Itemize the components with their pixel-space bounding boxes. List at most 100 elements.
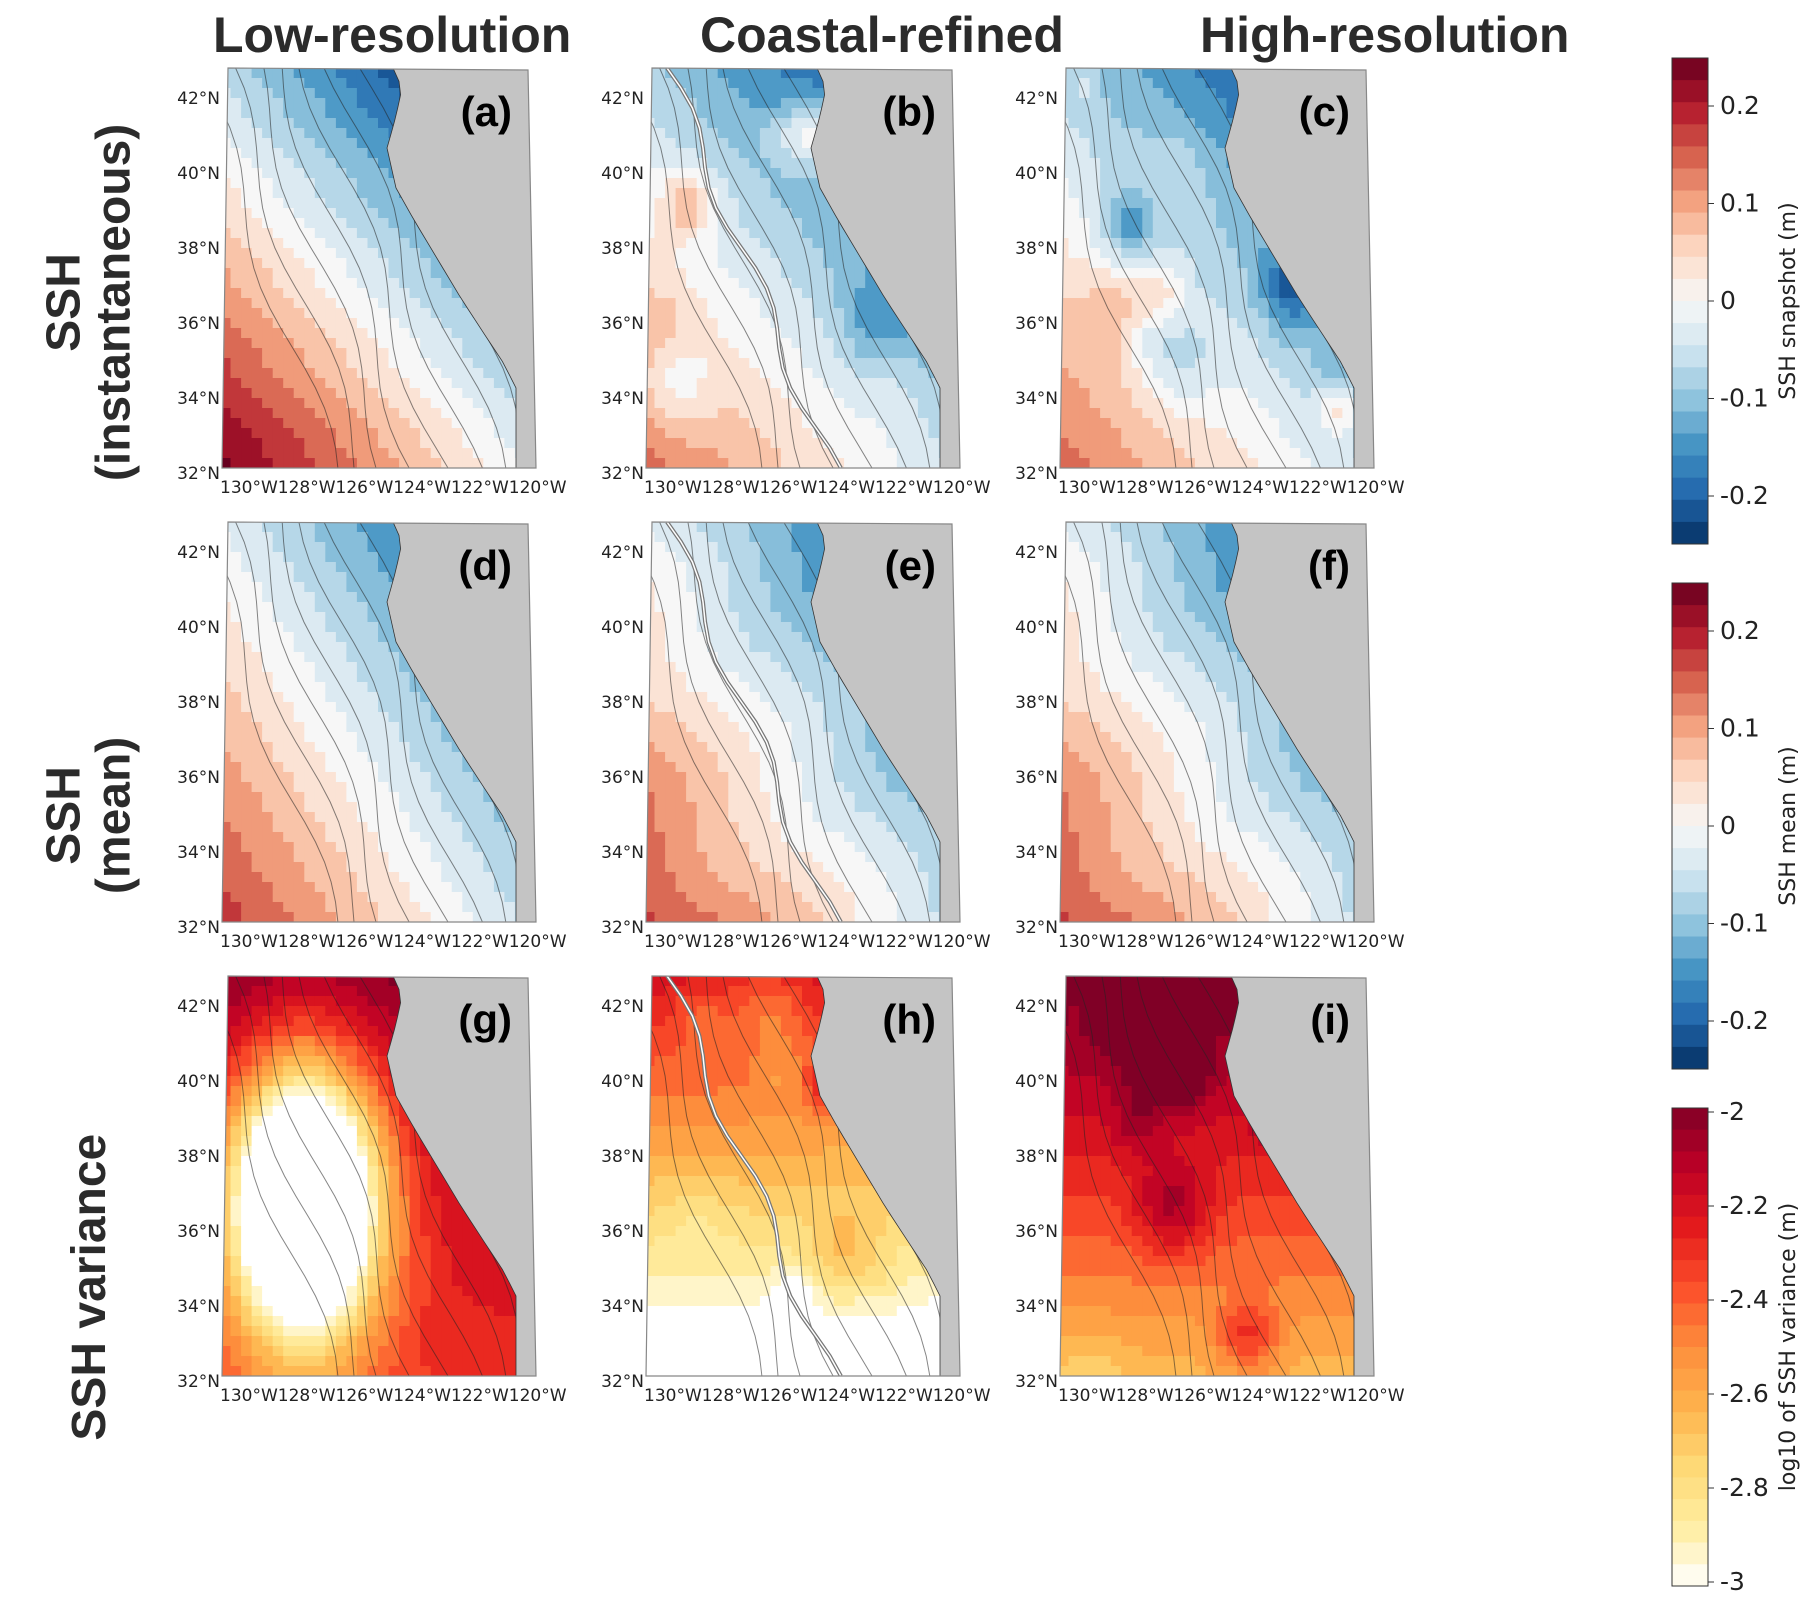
colorbar-tick-label: -0.2 (1720, 1006, 1769, 1035)
colorbar-2: -2 -2.2 -2.4 -2.6 -2.8 -3 log10 of SSH varianc… (1671, 1097, 1801, 1596)
colorbar-band (1672, 1477, 1708, 1500)
map-panel-a: (a) 42°N 40°N 38°N 36°N 34°N 32°N130°W128°W126… (177, 67, 567, 498)
lat-tick-label: 32°N (1015, 1372, 1058, 1392)
colorbar-tick-label: -0.1 (1720, 909, 1769, 938)
colorbar-band (1672, 256, 1708, 280)
lat-tick-label: 34°N (601, 389, 644, 409)
refinement-boundary-inner (666, 68, 842, 468)
lon-tick-label: 130°W128°W126°W124°W122°W120°W (1058, 932, 1405, 952)
row-title-instantaneous-line2: (instantaneous) (88, 123, 141, 482)
colorbar-band (1672, 1542, 1708, 1565)
colorbar-band (1672, 803, 1708, 827)
colorbar-tick-label: 0.2 (1720, 91, 1760, 120)
lon-tick-label: 130°W128°W126°W124°W122°W120°W (644, 932, 991, 952)
colorbar-tick-label: -3 (1720, 1567, 1745, 1596)
map-panel-f: (f) 42°N 40°N 38°N 36°N 34°N 32°N130°W128°W126… (1015, 521, 1405, 952)
colorbar-band (1672, 345, 1708, 368)
colorbar-tick-label: 0 (1720, 811, 1736, 840)
colorbar-band (1672, 936, 1708, 960)
map-panel-d: (d) 42°N 40°N 38°N 36°N 34°N 32°N130°W128°W126… (177, 521, 567, 952)
colorbar-band (1672, 433, 1708, 457)
colorbar-band (1672, 1194, 1708, 1218)
lat-tick-label: 36°N (601, 314, 644, 334)
lat-tick-label: 42°N (601, 89, 644, 109)
colorbar-band (1672, 1129, 1708, 1152)
refinement-boundary-inner (666, 976, 842, 1376)
colorbar-tick-label: -0.2 (1720, 481, 1769, 510)
colorbar-band (1672, 1046, 1708, 1070)
colorbar-band (1672, 455, 1708, 479)
colorbar-1: 0.2 0.1 0 -0.1 -0.2 SSH mean (m) (1671, 582, 1801, 1070)
ssh-field (646, 522, 960, 922)
colorbar-band (1672, 499, 1708, 523)
row-title-mean: SSH (mean) (37, 635, 141, 995)
land-mass (810, 522, 960, 922)
map-frame (645, 975, 961, 1377)
colorbar-band (1672, 301, 1708, 324)
colorbar-band (1672, 737, 1708, 761)
colorbar-label: SSH mean (m) (1776, 746, 1801, 905)
colorbar-band (1672, 278, 1708, 302)
lat-tick-label: 40°N (1015, 1072, 1058, 1092)
colorbar-band (1672, 583, 1708, 606)
lon-tick-label: 130°W128°W126°W124°W122°W120°W (220, 1386, 567, 1406)
colorbar-band (1672, 1325, 1708, 1348)
lat-tick-label: 34°N (177, 843, 220, 863)
lat-tick-label: 38°N (177, 239, 220, 259)
lat-tick-label: 32°N (177, 464, 220, 484)
colorbar-band (1672, 521, 1708, 545)
colorbar-band (1672, 323, 1708, 346)
lat-tick-label: 38°N (601, 239, 644, 259)
lat-tick-label: 38°N (1015, 239, 1058, 259)
map-panel-b: (b) 42°N 40°N 38°N 36°N 34°N 32°N130°W128°W126… (601, 67, 991, 498)
lat-tick-label: 32°N (177, 1372, 220, 1392)
map-frame (221, 975, 537, 1377)
map-panel-e: (e) 42°N 40°N 38°N 36°N 34°N 32°N130°W128°W126… (601, 521, 991, 952)
lon-tick-label: 130°W128°W126°W124°W122°W120°W (220, 932, 567, 952)
panel-label: (h) (882, 996, 936, 1043)
colorbar-band (1672, 411, 1708, 435)
colorbar-band (1672, 892, 1708, 915)
lat-tick-label: 42°N (601, 543, 644, 563)
lat-tick-label: 34°N (1015, 843, 1058, 863)
panel-label: (g) (458, 996, 512, 1043)
lat-tick-label: 42°N (1015, 997, 1058, 1017)
lat-tick-label: 36°N (177, 768, 220, 788)
row-title-mean-line1: SSH (37, 766, 91, 865)
colorbar-band (1672, 605, 1708, 628)
colorbar-band (1672, 389, 1708, 412)
map-frame (645, 67, 961, 469)
lat-tick-label: 36°N (1015, 1222, 1058, 1242)
ssh-field (1060, 68, 1374, 468)
colorbar-tick-label: 0 (1720, 286, 1736, 315)
lat-tick-label: 40°N (1015, 164, 1058, 184)
row-title-instantaneous: SSH (instantaneous) (37, 122, 141, 482)
lon-tick-label: 130°W128°W126°W124°W122°W120°W (644, 1386, 991, 1406)
lat-tick-label: 36°N (601, 768, 644, 788)
column-title-low-resolution: Low-resolution (213, 7, 572, 63)
lat-tick-label: 36°N (177, 314, 220, 334)
panel-label: (e) (885, 542, 936, 589)
colorbar-band (1672, 1412, 1708, 1435)
row-title-instantaneous-line1: SSH (37, 253, 91, 352)
colorbar-tick-label: -2.6 (1720, 1379, 1769, 1408)
map-frame (1059, 67, 1375, 469)
column-title-high-resolution: High-resolution (1200, 7, 1570, 63)
colorbar-band (1672, 980, 1708, 1004)
lat-tick-label: 38°N (1015, 693, 1058, 713)
colorbar-band (1672, 649, 1708, 672)
panel-label: (d) (458, 542, 512, 589)
colorbar-label: log10 of SSH variance (m) (1776, 1203, 1801, 1492)
colorbar-band (1672, 168, 1708, 192)
colorbar-tick-label: -2 (1720, 1097, 1745, 1126)
colorbar-band (1672, 958, 1708, 982)
lat-tick-label: 40°N (177, 618, 220, 638)
colorbar-band (1672, 693, 1708, 717)
colorbar-band (1672, 1390, 1708, 1413)
column-title-coastal-refined: Coastal-refined (700, 7, 1064, 63)
map-panel-g: (g) 42°N 40°N 38°N 36°N 34°N 32°N130°W128°W126… (177, 975, 567, 1406)
colorbar-band (1672, 477, 1708, 501)
colorbar-band (1672, 1260, 1708, 1283)
colorbar-band (1672, 1455, 1708, 1478)
lat-tick-label: 36°N (177, 1222, 220, 1242)
